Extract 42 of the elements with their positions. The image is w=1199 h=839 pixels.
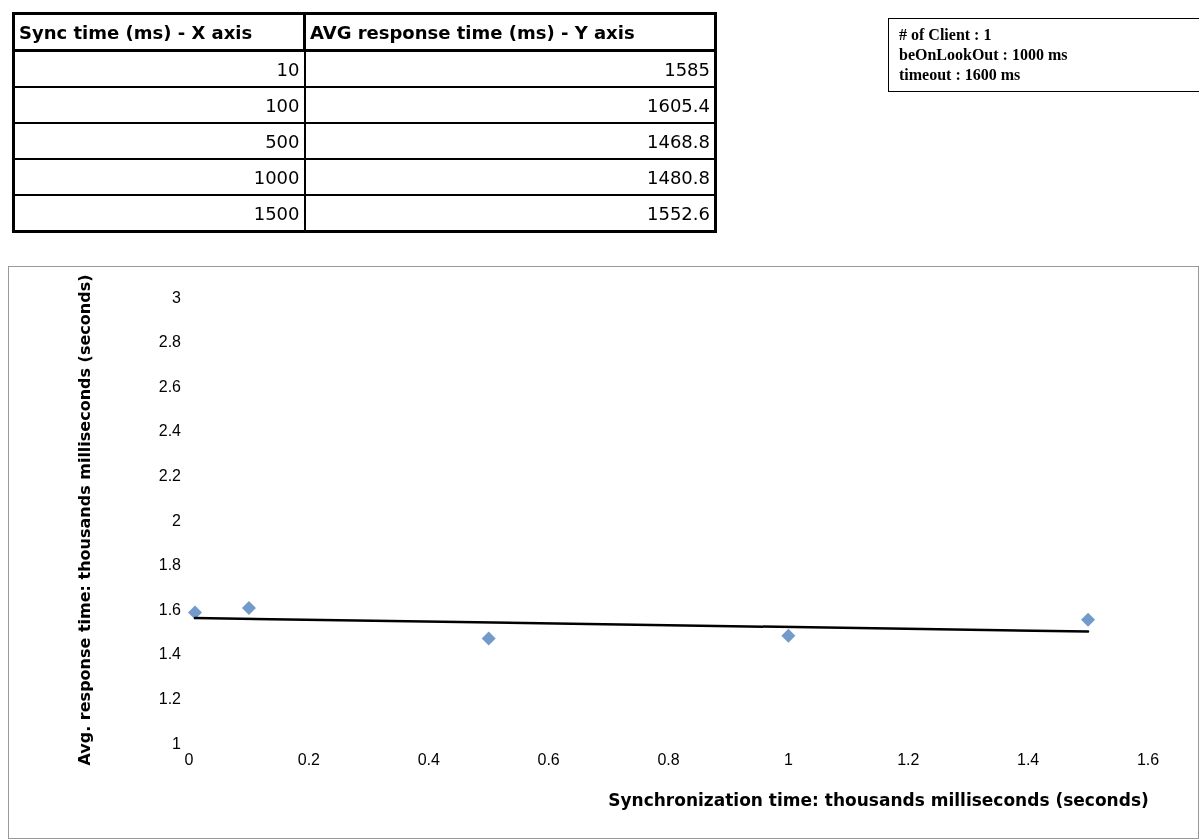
point (241, 601, 256, 616)
text: beOnLookOut : 1000 ms (899, 45, 1069, 65)
y-tick-label: 2.2 (158, 466, 182, 484)
y-tick-label: 1.8 (158, 556, 182, 574)
x-tick-label: 0.4 (417, 750, 440, 768)
x-tick-label: 1.4 (1017, 750, 1040, 768)
text: 1552.6 (304, 195, 716, 232)
y-tick-label: 2.6 (158, 377, 182, 395)
y-tick-label: 2 (172, 511, 182, 529)
text: 1480.8 (304, 159, 716, 195)
text: 1468.8 (304, 123, 716, 159)
x-axis-title: Synchronization time: thousands milliseconds (seconds) (608, 789, 1149, 810)
point (781, 628, 796, 643)
y-tick-label: 1 (172, 734, 182, 752)
x-tick-label: 1.2 (897, 750, 920, 768)
point (1081, 612, 1096, 627)
text: AVG response time (ms) - Y axis (304, 13, 716, 51)
text: 1585 (304, 50, 716, 87)
y-tick-label: 1.4 (158, 645, 182, 663)
y-tick-label: 3 (172, 288, 182, 306)
x-tick-label: 0.2 (297, 750, 321, 768)
x-tick-label: 0 (184, 750, 194, 768)
y-tick-label: 1.2 (158, 689, 182, 707)
text: 500 (13, 123, 305, 159)
y-tick-label: 1.6 (158, 600, 182, 618)
y-tick-label: 2.4 (158, 422, 182, 440)
x-tick-label: 0.6 (537, 750, 560, 768)
y-tick-label: 2.8 (158, 333, 182, 351)
text: 1000 (13, 159, 305, 195)
x-tick-label: 1 (783, 750, 793, 768)
text: 1500 (13, 195, 305, 232)
y-axis-title: Avg. response time: thousands milliseconds (seconds) (74, 274, 94, 766)
text: # of Client : 1 (899, 25, 993, 45)
text: Sync time (ms) - X axis (13, 13, 305, 51)
x-tick-label: 0.8 (657, 750, 680, 768)
text: 1605.4 (304, 87, 716, 123)
text: 10 (13, 50, 305, 87)
text: timeout : 1600 ms (899, 65, 1022, 85)
text: 100 (13, 87, 305, 123)
point (187, 605, 202, 620)
x-tick-label: 1.6 (1136, 750, 1160, 768)
point (481, 631, 496, 646)
